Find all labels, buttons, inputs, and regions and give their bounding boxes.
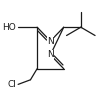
- Text: Cl: Cl: [7, 80, 16, 89]
- Text: HO: HO: [3, 23, 16, 32]
- Text: N: N: [47, 50, 54, 59]
- Text: N: N: [47, 37, 54, 46]
